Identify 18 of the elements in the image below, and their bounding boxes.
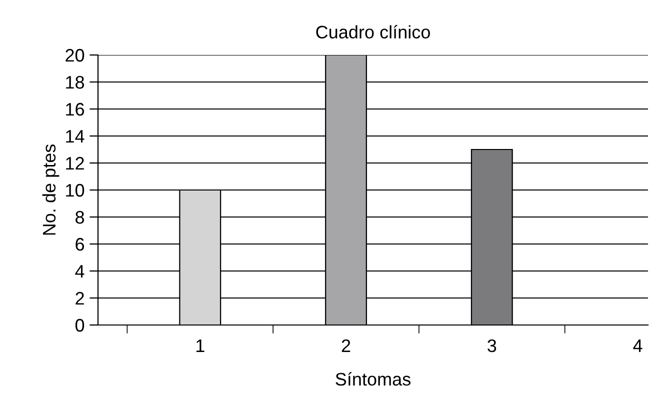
y-axis-title: No. de ptes [42, 144, 60, 235]
y-tick-label: 12 [66, 156, 84, 170]
y-tick-label: 16 [66, 102, 84, 116]
y-tick-label: 6 [76, 238, 84, 251]
x-tick-label: 3 [488, 339, 496, 352]
y-tick-label: 4 [75, 265, 84, 278]
y-tick-label: 10 [66, 184, 84, 197]
y-tick-label: 20 [66, 48, 84, 62]
y-tick-label: 0 [75, 318, 84, 332]
x-tick-label: 1 [196, 340, 204, 352]
y-tick-label: 18 [66, 76, 84, 89]
y-tick-label: 14 [66, 130, 84, 143]
x-axis-title: Síntomas [336, 372, 410, 386]
x-tick-label: 2 [342, 339, 350, 352]
y-tick-label: 2 [76, 292, 84, 305]
x-tick-label: 4 [633, 340, 642, 352]
chart-title: Cuadro clínico [316, 25, 430, 39]
y-tick-label: 8 [76, 210, 84, 224]
